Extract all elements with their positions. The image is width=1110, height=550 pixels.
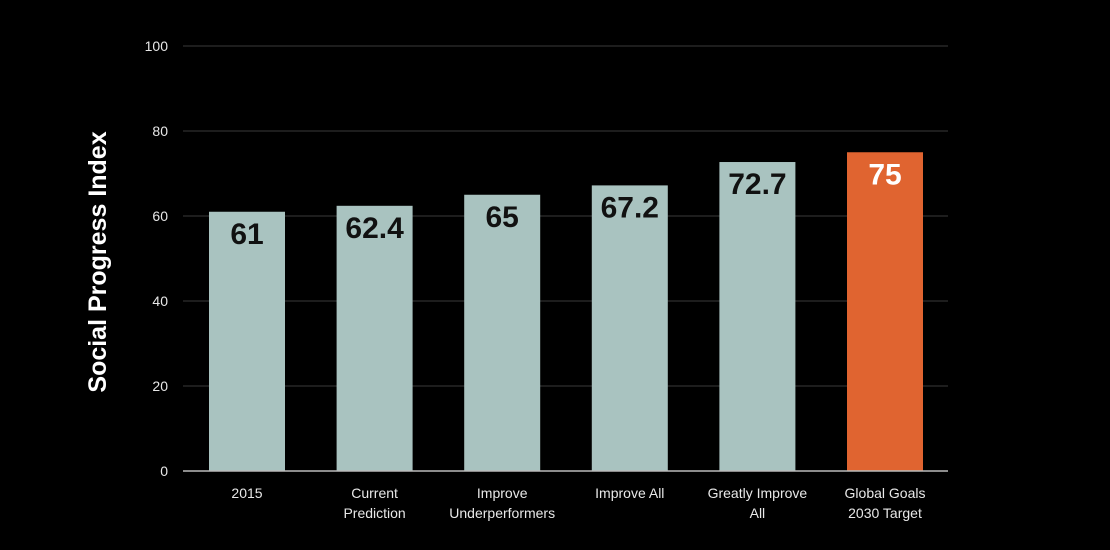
y-tick-label: 100 (145, 38, 169, 54)
y-tick-label: 80 (152, 123, 168, 139)
y-tick-label: 20 (152, 378, 168, 394)
bar-value-label: 75 (868, 158, 901, 191)
gridlines (183, 45, 948, 387)
axes: 0 20 40 60 80 100 2015 Current Prediction Improve… (145, 38, 948, 521)
bar-value-label: 61 (230, 218, 263, 251)
bar-value-label: 72.7 (728, 168, 786, 201)
bars: 61 62.4 65 67.2 72.7 75 (209, 152, 923, 472)
x-category-label: Greatly Improve All (708, 485, 808, 521)
bar-value-label: 67.2 (601, 191, 659, 224)
y-axis-label: Social Progress Index (84, 131, 112, 392)
x-category-label: Improve All (595, 485, 664, 501)
y-tick-label: 60 (152, 208, 168, 224)
y-tick-label: 40 (152, 293, 168, 309)
y-tick-label: 0 (160, 463, 168, 479)
x-category-label: 2015 (231, 485, 262, 501)
bar (591, 185, 668, 471)
bar (847, 152, 923, 471)
bar (209, 211, 285, 471)
x-category-label: Current Prediction (343, 485, 405, 521)
bar (336, 205, 413, 472)
bar (464, 194, 541, 471)
x-category-label: Global Goals 2030 Target (845, 485, 926, 521)
x-category-label: Improve Underperformers (449, 485, 555, 521)
bar-value-label: 62.4 (345, 212, 404, 245)
bar-value-label: 65 (486, 201, 519, 234)
bar (719, 162, 796, 471)
